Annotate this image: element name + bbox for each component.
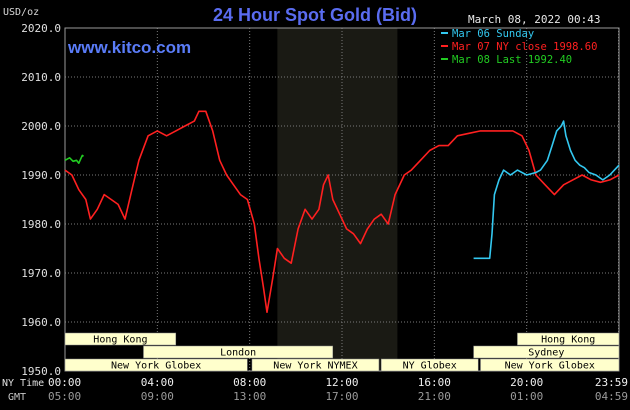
series-line-0 <box>473 120 620 260</box>
x-row-label-gmt: GMT <box>8 392 26 403</box>
session-band <box>480 358 620 372</box>
shaded-session-region <box>277 28 398 371</box>
x-tick-label-gmt: 21:00 <box>418 390 451 403</box>
series-layer <box>64 110 620 313</box>
session-label: New York Globex <box>505 361 595 372</box>
x-tick-label-gmt: 05:00 <box>48 390 81 403</box>
x-tick-label-gmt: 09:00 <box>141 390 174 403</box>
session-band <box>380 358 479 372</box>
session-bands: Hong Kong London New York Globex New York N… <box>64 332 620 372</box>
x-tick-label-gmt: 17:00 <box>325 390 358 403</box>
session-label: London <box>220 348 256 359</box>
session-band <box>517 332 620 346</box>
brand-watermark[interactable]: www.kitco.com <box>68 38 192 57</box>
y-unit-label: USD/oz <box>3 7 40 18</box>
timestamp: March 08, 2022 00:43 <box>468 13 601 26</box>
session-label: New York Globex <box>111 361 201 372</box>
chart-title: 24 Hour Spot Gold (Bid) <box>213 5 417 25</box>
x-tick-label-ny: 12:00 <box>325 376 358 389</box>
y-tick-label: 2000.0 <box>21 120 61 133</box>
series-line-2 <box>64 154 85 164</box>
x-tick-label-gmt: 13:00 <box>233 390 266 403</box>
session-label: Hong Kong <box>541 335 595 346</box>
x-tick-label-ny: 23:59 <box>595 376 628 389</box>
x-row-label-ny: NY Time <box>2 378 44 389</box>
session-label: Sydney <box>528 348 564 359</box>
legend-entry: Mar 07 NY close 1998.60 <box>452 41 597 53</box>
x-tick-label-gmt: 04:59 <box>595 390 628 403</box>
session-label: Hong Kong <box>93 335 147 346</box>
x-tick-label-ny: 04:00 <box>141 376 174 389</box>
x-tick-label-ny: 20:00 <box>510 376 543 389</box>
y-tick-labels: 2020.0 2010.0 2000.0 1990.0 1980.0 1970.0 1960… <box>21 22 61 378</box>
y-tick-label: 2010.0 <box>21 71 61 84</box>
x-tick-label-ny: 00:00 <box>48 376 81 389</box>
legend-entry: Mar 08 Last 1992.40 <box>452 54 572 66</box>
session-band <box>473 345 620 359</box>
session-label: New York NYMEX <box>273 361 357 372</box>
series-line-1 <box>64 110 620 313</box>
x-tick-label-ny: 16:00 <box>418 376 451 389</box>
session-label: NY Globex <box>403 361 457 372</box>
y-tick-label: 1950.0 <box>21 365 61 378</box>
y-tick-label: 1990.0 <box>21 169 61 182</box>
x-tick-label-gmt: 01:00 <box>510 390 543 403</box>
legend-entry: Mar 06 Sunday <box>452 28 534 40</box>
y-tick-label: 1970.0 <box>21 267 61 280</box>
session-band <box>143 345 334 359</box>
session-band <box>64 358 248 372</box>
y-tick-label: 1980.0 <box>21 218 61 231</box>
y-tick-label: 1960.0 <box>21 316 61 329</box>
session-band <box>251 358 380 372</box>
session-band <box>64 332 177 346</box>
y-tick-label: 2020.0 <box>21 22 61 35</box>
x-tick-label-ny: 08:00 <box>233 376 266 389</box>
